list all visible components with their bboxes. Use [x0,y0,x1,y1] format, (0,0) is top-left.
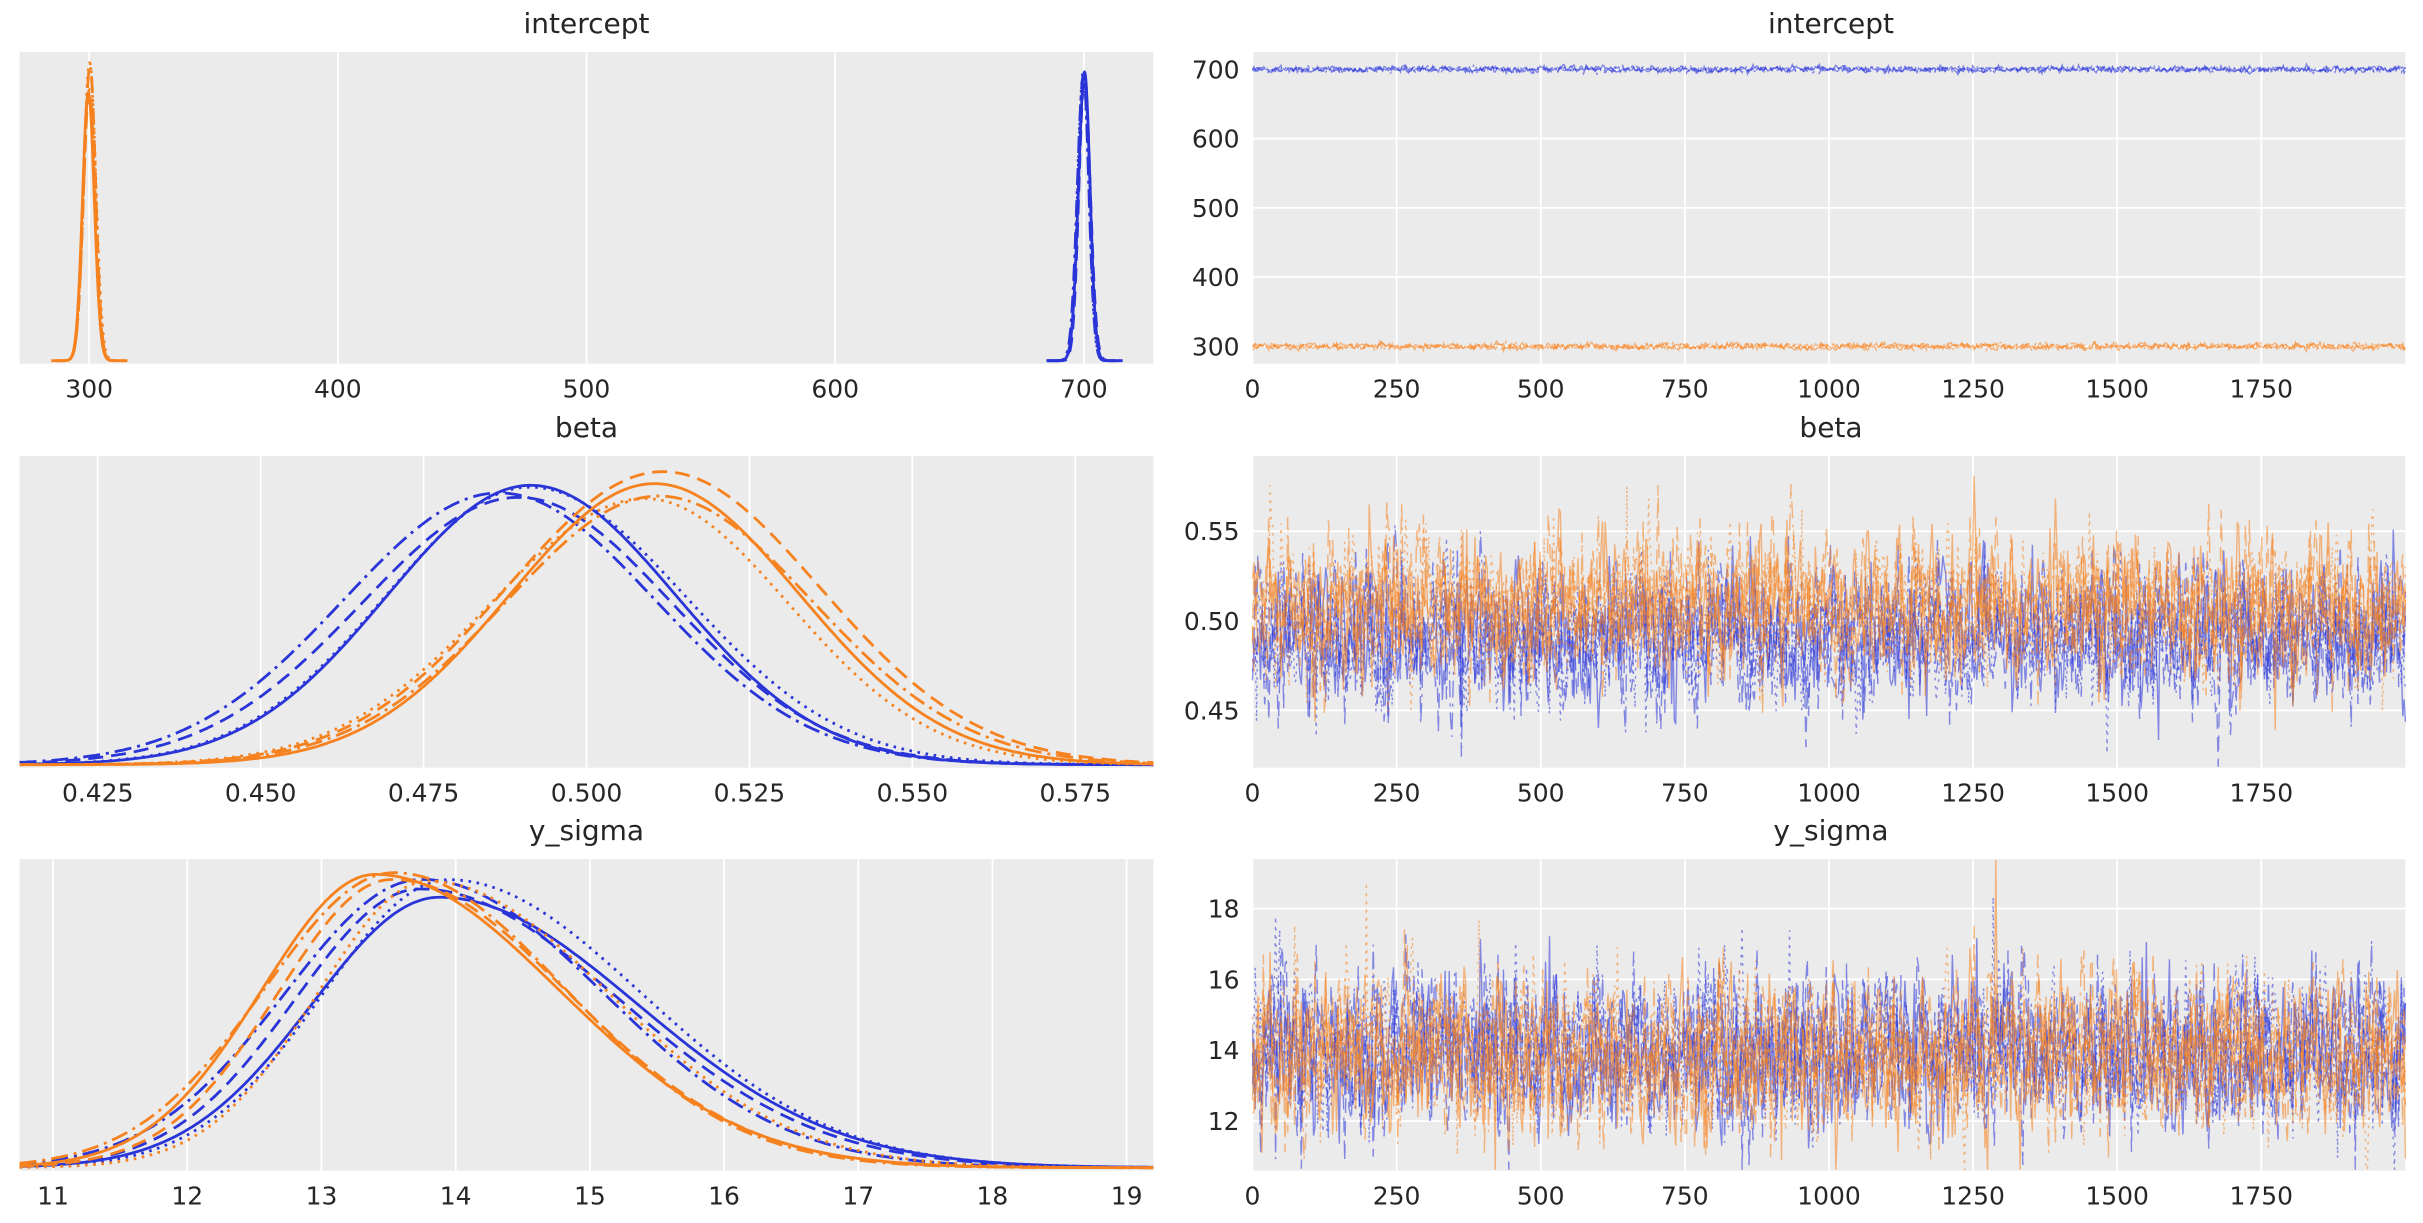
svg-text:750: 750 [1661,375,1709,404]
svg-text:0: 0 [1245,778,1261,807]
panel-posterior-beta: beta 0.425 0.450 0.475 0.500 0.525 0.550 0.575 [9,408,1164,812]
svg-text:13: 13 [306,1182,338,1211]
svg-text:0.425: 0.425 [62,778,133,807]
posterior-beta-plot: 0.425 0.450 0.475 0.500 0.525 0.550 0.575 [19,455,1154,807]
panel-trace-intercept: intercept 0 250 500 750 1000 1250 1500 1750 300 4… [1164,4,2414,408]
svg-text:0.500: 0.500 [551,778,622,807]
svg-text:250: 250 [1373,375,1421,404]
plot-title-posterior-y-sigma: y_sigma [528,814,645,848]
svg-text:1000: 1000 [1797,778,1861,807]
svg-text:1750: 1750 [2230,375,2294,404]
svg-text:11: 11 [37,1182,69,1211]
svg-text:1750: 1750 [2230,1182,2294,1211]
svg-text:0.50: 0.50 [1184,606,1240,635]
plot-title-trace-intercept: intercept [1768,7,1894,40]
svg-text:1500: 1500 [2085,1182,2149,1211]
svg-text:0.45: 0.45 [1184,696,1240,725]
svg-text:0: 0 [1245,375,1261,404]
panel-posterior-intercept: intercept 300 400 500 600 700 [9,4,1164,408]
svg-text:14: 14 [1208,1037,1240,1066]
svg-text:700: 700 [1192,55,1240,84]
svg-text:0.575: 0.575 [1040,778,1111,807]
svg-text:1000: 1000 [1797,375,1861,404]
trace-beta-plot: 0 250 500 750 1000 1250 1500 1750 0.45 0.50 0.55 [1184,455,2407,807]
panel-trace-beta: beta 0 250 500 750 1000 1250 1500 1750 0.45 0.50 0… [1164,408,2414,812]
plot-title-trace-beta: beta [1799,410,1863,444]
svg-text:0.475: 0.475 [388,778,459,807]
svg-text:600: 600 [811,375,859,404]
svg-text:600: 600 [1192,125,1240,154]
svg-text:0.525: 0.525 [714,778,785,807]
svg-text:500: 500 [1517,778,1565,807]
svg-text:18: 18 [977,1182,1009,1211]
svg-text:15: 15 [574,1182,606,1211]
svg-text:16: 16 [708,1182,740,1211]
svg-text:12: 12 [171,1182,203,1211]
svg-text:400: 400 [314,375,362,404]
svg-text:1500: 1500 [2085,778,2149,807]
svg-text:1750: 1750 [2230,778,2294,807]
svg-text:750: 750 [1661,778,1709,807]
trace-y-sigma-plot: 0 250 500 750 1000 1250 1500 1750 12 14 16 18 [1208,859,2407,1211]
svg-text:1000: 1000 [1797,1182,1861,1211]
svg-text:500: 500 [563,375,611,404]
svg-text:250: 250 [1373,778,1421,807]
svg-text:1250: 1250 [1941,375,2005,404]
svg-text:300: 300 [1192,332,1240,361]
svg-text:14: 14 [440,1182,472,1211]
svg-text:19: 19 [1111,1182,1143,1211]
svg-text:300: 300 [65,375,113,404]
svg-text:1250: 1250 [1941,1182,2005,1211]
svg-text:0: 0 [1245,1182,1261,1211]
svg-text:0.450: 0.450 [225,778,296,807]
svg-text:16: 16 [1208,966,1240,995]
panel-trace-y-sigma: y_sigma 0 250 500 750 1000 1250 1500 1750 12 14 16… [1164,811,2414,1215]
posterior-y-sigma-plot: 11 12 13 14 15 16 17 18 19 [19,859,1154,1211]
svg-text:250: 250 [1373,1182,1421,1211]
panel-posterior-y-sigma: y_sigma 11 12 13 14 15 16 17 18 19 [9,811,1164,1215]
svg-text:700: 700 [1060,375,1108,404]
posterior-intercept-plot: 300 400 500 600 700 [19,51,1154,404]
svg-text:17: 17 [842,1182,874,1211]
svg-text:0.55: 0.55 [1184,517,1240,546]
plot-title-posterior-intercept: intercept [523,7,650,40]
svg-text:12: 12 [1208,1107,1240,1136]
plot-title-trace-y-sigma: y_sigma [1773,814,1889,848]
svg-text:1500: 1500 [2085,375,2149,404]
svg-text:18: 18 [1208,895,1240,924]
svg-text:400: 400 [1192,263,1240,292]
svg-text:500: 500 [1192,194,1240,223]
trace-intercept-plot: 0 250 500 750 1000 1250 1500 1750 300 400 500 600 70… [1192,51,2407,404]
svg-text:500: 500 [1517,1182,1565,1211]
svg-text:500: 500 [1517,375,1565,404]
svg-text:1250: 1250 [1941,778,2005,807]
plot-title-posterior-beta: beta [554,410,619,444]
svg-text:0.550: 0.550 [877,778,948,807]
svg-text:750: 750 [1661,1182,1709,1211]
